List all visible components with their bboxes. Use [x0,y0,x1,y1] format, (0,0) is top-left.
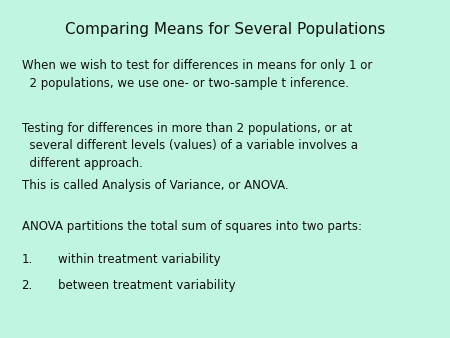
Text: ANOVA partitions the total sum of squares into two parts:: ANOVA partitions the total sum of square… [22,220,362,233]
Text: This is called Analysis of Variance, or ANOVA.: This is called Analysis of Variance, or … [22,179,288,192]
Text: within treatment variability: within treatment variability [58,253,221,266]
Text: Comparing Means for Several Populations: Comparing Means for Several Populations [65,22,385,37]
Text: 1.: 1. [22,253,33,266]
Text: When we wish to test for differences in means for only 1 or
  2 populations, we : When we wish to test for differences in … [22,59,372,90]
Text: Testing for differences in more than 2 populations, or at
  several different le: Testing for differences in more than 2 p… [22,122,358,170]
Text: between treatment variability: between treatment variability [58,279,236,292]
Text: 2.: 2. [22,279,33,292]
